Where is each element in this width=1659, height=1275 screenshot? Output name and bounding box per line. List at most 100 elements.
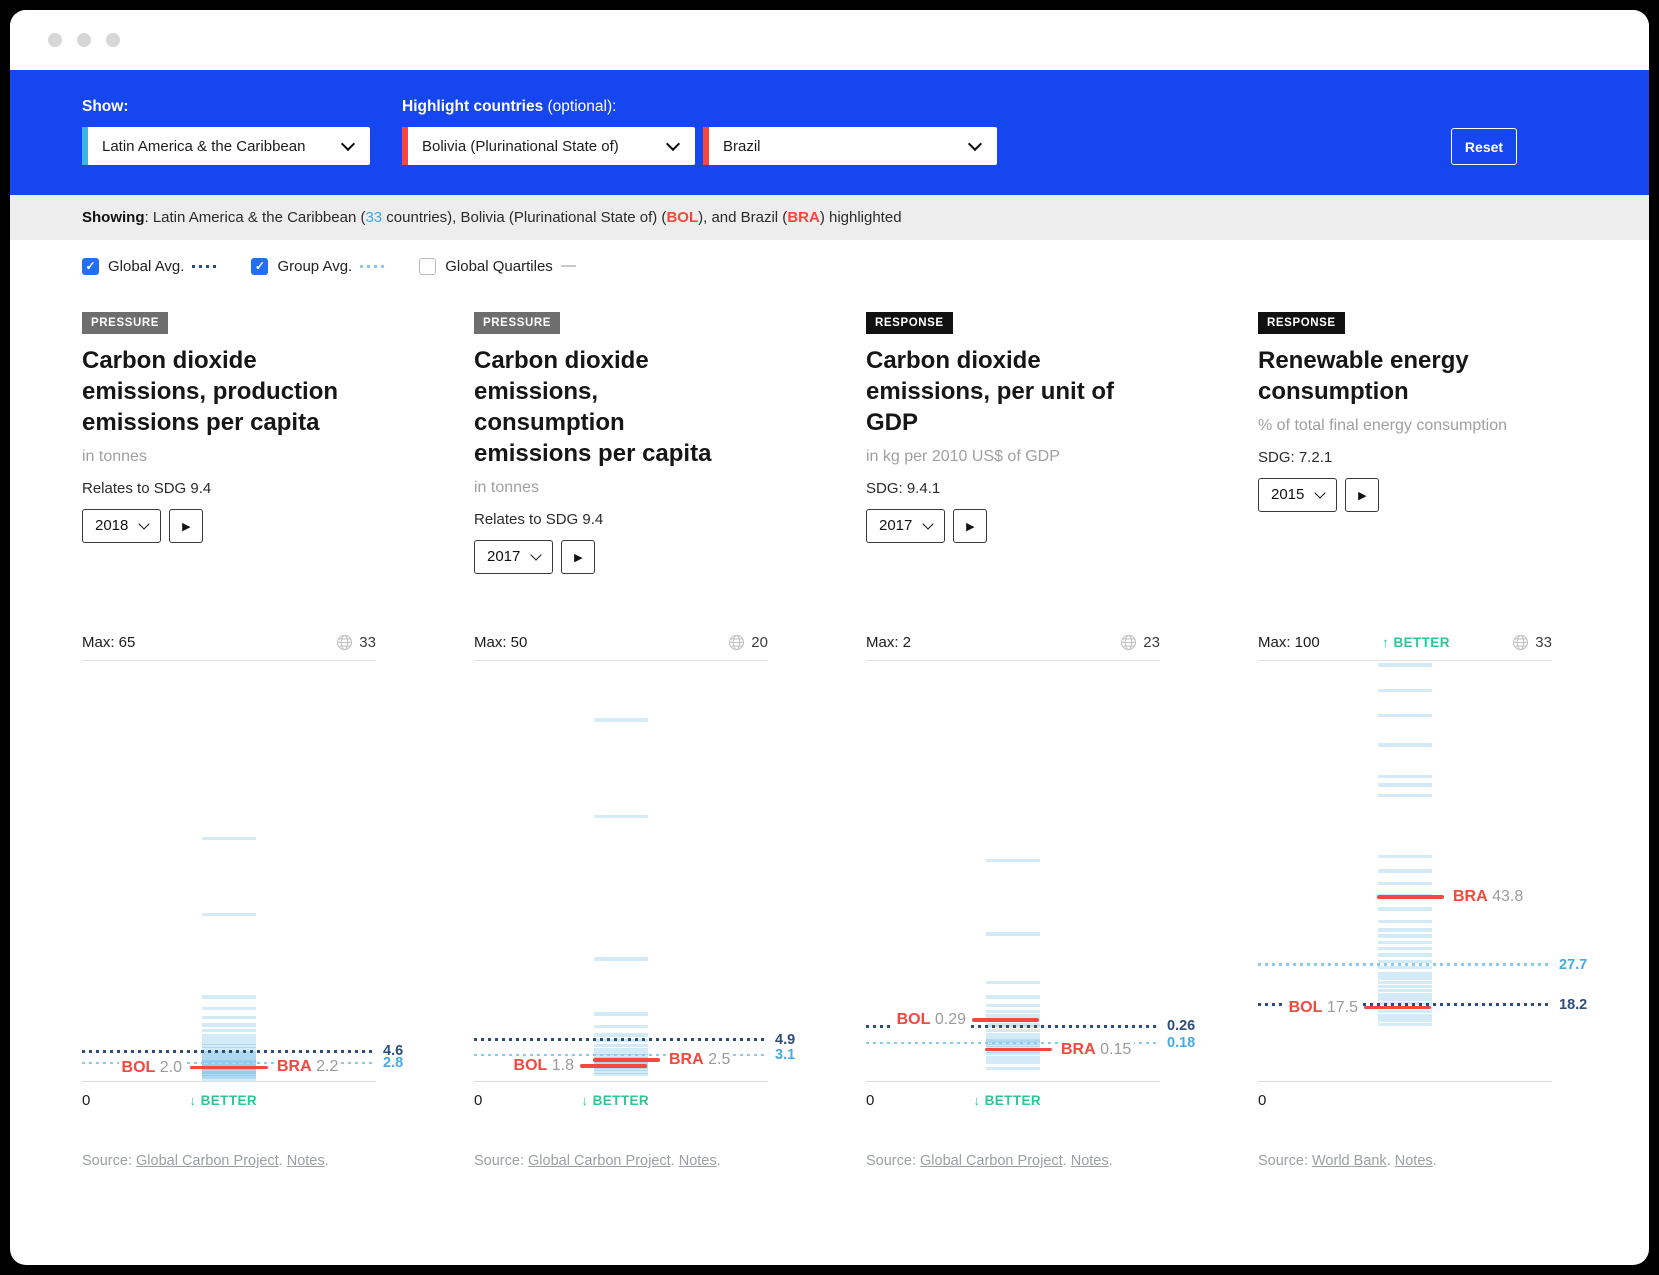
axis-max-label: Max: 65 — [82, 634, 136, 651]
bol-marker-label: BOL 1.8 — [510, 1056, 577, 1075]
country-count: 33 — [336, 634, 376, 651]
globe-icon — [1513, 634, 1529, 651]
notes-link[interactable]: Notes — [678, 1153, 717, 1169]
country-value-line — [1378, 793, 1432, 798]
country-value-line — [1378, 713, 1432, 718]
country-value-line — [986, 1051, 1040, 1056]
country-count: 33 — [1512, 634, 1552, 651]
global-avg-line — [1258, 1003, 1552, 1007]
bra-marker-label: BRA 0.15 — [1058, 1040, 1135, 1059]
highlight-country-select-2[interactable]: Brazil — [703, 127, 997, 165]
quartiles-line-sample — [560, 265, 576, 267]
indicator-type-badge: PRESSURE — [474, 312, 561, 334]
bol-marker-line — [972, 1018, 1039, 1022]
global-avg-line — [866, 1024, 1160, 1028]
year-select[interactable]: 2018 — [82, 508, 162, 543]
country-value-line — [594, 1051, 648, 1056]
country-value-line — [594, 1033, 648, 1037]
year-select[interactable]: 2017 — [866, 508, 946, 543]
country-value-line — [202, 1070, 256, 1075]
chevron-down-icon — [967, 136, 983, 152]
indicator-panel-4: RESPONSE Renewable energy consumption % … — [1258, 312, 1587, 1169]
reset-button[interactable]: Reset — [1451, 128, 1517, 165]
country-value-line — [986, 1028, 1040, 1033]
group-avg-value: 0.18 — [1167, 1035, 1196, 1052]
globe-icon — [337, 634, 353, 651]
country-value-line — [202, 1073, 256, 1077]
source-line: Source: Global Carbon Project. Notes. — [474, 1153, 721, 1169]
bol-marker-label: BOL 0.29 — [893, 1011, 969, 1030]
play-button[interactable] — [169, 508, 204, 543]
source-link[interactable]: Global Carbon Project — [920, 1153, 1063, 1169]
country-count: 20 — [728, 634, 768, 651]
country-value-line — [202, 1075, 256, 1079]
group-avg-toggle[interactable]: Group Avg. — [251, 257, 386, 275]
year-value: 2018 — [95, 517, 129, 535]
country-value-line — [1378, 928, 1432, 932]
year-select[interactable]: 2015 — [1258, 477, 1338, 512]
play-button[interactable] — [953, 508, 988, 543]
year-select[interactable]: 2017 — [474, 539, 554, 574]
global-quartiles-toggle[interactable]: Global Quartiles — [419, 257, 576, 275]
indicator-panels: PRESSURE Carbon dioxide emissions, produ… — [82, 312, 1649, 1169]
highlight-label: Highlight countries (optional): — [402, 98, 617, 115]
source-link[interactable]: World Bank — [1312, 1153, 1387, 1169]
source-link[interactable]: Global Carbon Project — [528, 1153, 671, 1169]
checkbox-icon[interactable] — [82, 257, 99, 275]
window-control-dot[interactable] — [77, 33, 91, 47]
group-avg-line — [1258, 963, 1552, 966]
chevron-down-icon — [922, 518, 935, 531]
country-value-line — [1378, 1014, 1432, 1018]
bra-marker-label: BRA 2.2 — [274, 1057, 342, 1076]
checkbox-icon[interactable] — [251, 257, 269, 275]
checkbox-icon[interactable] — [419, 257, 437, 275]
legend-label: Group Avg. — [277, 257, 353, 275]
show-label: Show: — [82, 98, 129, 115]
country-value-line — [1378, 881, 1432, 886]
indicator-title: Renewable energy consumption — [1258, 347, 1469, 405]
highlight-country-select-1[interactable]: Bolivia (Plurinational State of) — [402, 127, 695, 165]
country-value-line — [594, 1043, 648, 1048]
indicator-type-badge: RESPONSE — [866, 312, 953, 334]
play-button[interactable] — [561, 539, 596, 574]
play-icon — [574, 549, 582, 564]
country-value-line — [594, 1060, 648, 1065]
app-window: Show: Latin America & the Caribbean High… — [10, 10, 1649, 1265]
country-value-line — [202, 1057, 256, 1061]
globe-icon — [1121, 634, 1137, 651]
play-button[interactable] — [1345, 477, 1380, 512]
global-avg-toggle[interactable]: Global Avg. — [82, 257, 218, 275]
country-value-line — [202, 1059, 256, 1064]
play-icon — [1358, 487, 1366, 502]
highlight-country-1-value: Bolivia (Plurinational State of) — [422, 137, 619, 155]
country-value-line — [1378, 663, 1432, 667]
bol-marker-line — [1364, 1005, 1431, 1010]
country-value-line — [986, 1022, 1040, 1027]
bra-marker-label: BRA 43.8 — [1450, 888, 1527, 907]
notes-link[interactable]: Notes — [286, 1153, 325, 1169]
source-link[interactable]: Global Carbon Project — [136, 1153, 279, 1169]
window-control-dot[interactable] — [106, 33, 120, 47]
country-value-line — [1378, 988, 1432, 993]
indicator-panel-1: PRESSURE Carbon dioxide emissions, produ… — [82, 312, 403, 1169]
country-value-line — [1378, 940, 1432, 945]
year-value: 2017 — [879, 517, 913, 535]
country-value-line — [986, 980, 1040, 985]
legend-bar: Global Avg. Group Avg. Global Quartiles — [82, 252, 1649, 280]
region-select[interactable]: Latin America & the Caribbean — [82, 127, 370, 165]
bol-code: BOL — [666, 209, 699, 226]
shared-marker-line — [190, 1065, 268, 1070]
notes-link[interactable]: Notes — [1394, 1153, 1433, 1169]
notes-link[interactable]: Notes — [1070, 1153, 1109, 1169]
window-control-dot[interactable] — [48, 33, 62, 47]
country-value-line — [1378, 688, 1432, 693]
country-value-line — [594, 1012, 648, 1016]
country-value-line — [202, 1077, 256, 1081]
country-value-line — [986, 858, 1040, 863]
indicator-unit: % of total final energy consumption — [1258, 416, 1508, 434]
filter-toolbar: Show: Latin America & the Caribbean High… — [10, 70, 1649, 195]
bol-marker-label: BOL 17.5 — [1285, 998, 1361, 1017]
region-select-value: Latin America & the Caribbean — [102, 137, 306, 155]
bra-marker-line — [985, 1047, 1052, 1052]
country-value-line — [202, 1072, 256, 1076]
